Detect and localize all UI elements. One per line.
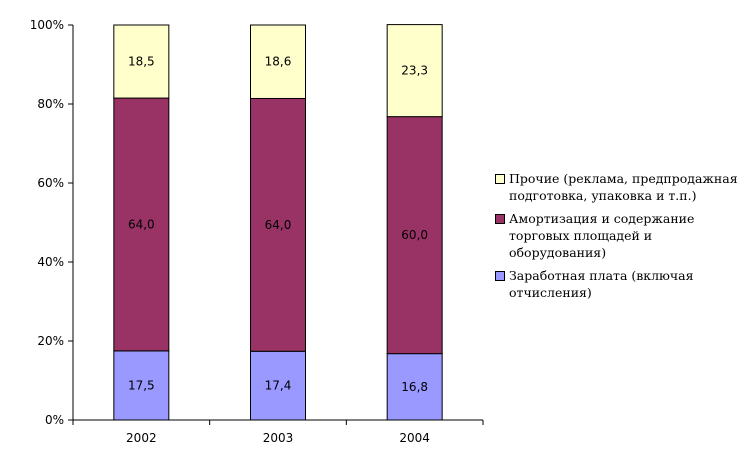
y-tick-label: 60% — [37, 176, 64, 190]
data-label-2002-2: 18,5 — [128, 55, 155, 69]
data-label-2004-0: 16,8 — [401, 380, 428, 394]
legend-label-salary: Заработная плата (включая отчисления) — [509, 268, 694, 300]
y-tick-label: 0% — [45, 413, 64, 427]
bar-segment-2002-1 — [113, 97, 170, 352]
legend-swatch-salary — [495, 271, 505, 281]
legend-swatch-depreciation — [495, 214, 505, 224]
x-tick-label-2004: 2004 — [399, 431, 430, 445]
legend-swatch-other — [495, 174, 505, 184]
bar-segment-2002-0 — [113, 350, 170, 421]
legend-item-salary: Заработная плата (включая отчисления) — [495, 267, 745, 301]
bar-segment-2004-1 — [386, 116, 443, 355]
data-label-2004-2: 23,3 — [401, 64, 428, 78]
legend-label-other: Прочие (реклама, предпродажная подготовк… — [509, 171, 738, 203]
data-label-2004-1: 60,0 — [401, 228, 428, 242]
y-tick-label: 20% — [37, 334, 64, 348]
bar-segment-2004-2 — [386, 24, 443, 118]
y-tick-label: 80% — [37, 97, 64, 111]
chart-legend: Прочие (реклама, предпродажная подготовк… — [495, 170, 745, 307]
y-tick-label: 40% — [37, 255, 64, 269]
bar-segment-2002-2 — [113, 24, 170, 99]
y-tick-label: 100% — [30, 18, 64, 32]
bar-segment-2003-2 — [250, 24, 306, 99]
legend-item-other: Прочие (реклама, предпродажная подготовк… — [495, 170, 745, 204]
data-label-2003-2: 18,6 — [265, 55, 292, 69]
data-label-2002-1: 64,0 — [128, 217, 155, 231]
legend-item-depreciation: Амортизация и содержание торговых площад… — [495, 210, 745, 261]
legend-label-depreciation: Амортизация и содержание торговых площад… — [509, 211, 695, 260]
x-tick-label-2002: 2002 — [126, 431, 157, 445]
data-label-2003-0: 17,4 — [265, 379, 292, 393]
x-tick-label-2003: 2003 — [263, 431, 294, 445]
data-label-2002-0: 17,5 — [128, 378, 155, 392]
data-label-2003-1: 64,0 — [265, 218, 292, 232]
